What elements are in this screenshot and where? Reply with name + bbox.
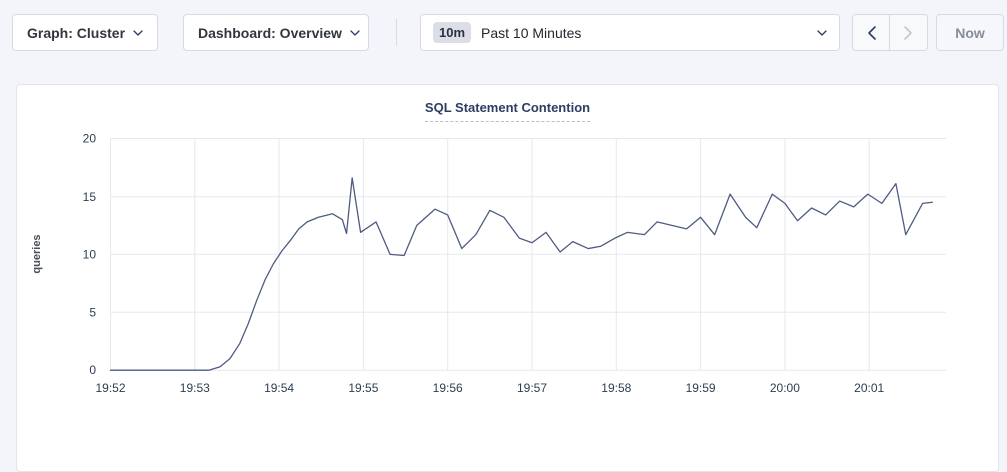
svg-text:10: 10 (83, 247, 97, 261)
svg-text:20:01: 20:01 (854, 381, 884, 395)
svg-text:queries: queries (31, 234, 43, 273)
svg-text:19:59: 19:59 (686, 381, 716, 395)
svg-text:20: 20 (83, 132, 97, 146)
svg-text:19:56: 19:56 (433, 381, 463, 395)
svg-text:0: 0 (89, 363, 96, 377)
svg-text:19:55: 19:55 (348, 381, 378, 395)
svg-text:20:00: 20:00 (770, 381, 800, 395)
svg-text:19:54: 19:54 (264, 381, 294, 395)
svg-text:15: 15 (83, 190, 97, 204)
svg-text:19:53: 19:53 (180, 381, 210, 395)
svg-text:19:57: 19:57 (517, 381, 547, 395)
svg-text:19:58: 19:58 (601, 381, 631, 395)
svg-text:19:52: 19:52 (95, 381, 125, 395)
svg-text:5: 5 (89, 305, 96, 319)
